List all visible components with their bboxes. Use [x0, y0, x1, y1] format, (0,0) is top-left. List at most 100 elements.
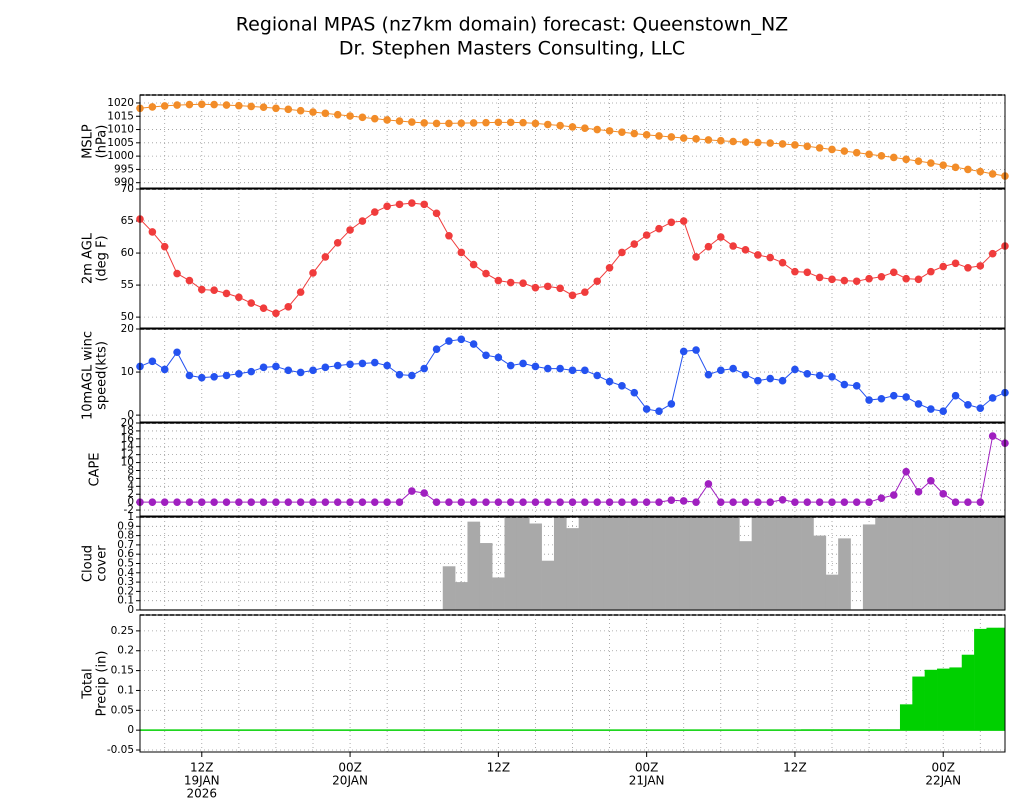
data-point	[197, 498, 206, 506]
y-tick-label: 2	[127, 488, 134, 500]
y-tick-label: 0.25	[111, 625, 134, 637]
data-point	[531, 362, 540, 371]
y-axis-label: (deg F)	[95, 235, 110, 281]
y-tick-label: 0	[127, 409, 134, 421]
data-point	[729, 242, 737, 250]
data-point	[642, 405, 651, 413]
data-point	[482, 269, 490, 278]
data-point	[185, 498, 194, 506]
bar	[628, 517, 641, 610]
bar	[887, 729, 901, 731]
y-tick-label: 995	[114, 163, 134, 175]
data-point	[667, 496, 676, 504]
bar	[862, 729, 876, 731]
data-point	[976, 167, 985, 176]
y-tick-label: -2	[124, 504, 134, 516]
data-point	[655, 132, 663, 140]
data-point	[964, 263, 972, 272]
data-point	[815, 371, 824, 380]
y-axis-label: CAPE	[88, 452, 103, 486]
data-point	[951, 259, 960, 268]
data-point	[519, 498, 527, 506]
data-point	[741, 138, 750, 146]
data-point	[432, 498, 441, 506]
bar	[998, 627, 1006, 731]
data-point	[852, 148, 861, 157]
data-point	[581, 124, 589, 133]
data-point	[408, 371, 416, 380]
data-point	[284, 366, 293, 375]
panel-frame	[139, 328, 1006, 423]
data-point	[321, 109, 330, 118]
data-point	[939, 407, 948, 416]
data-point	[865, 274, 873, 283]
bar	[875, 517, 888, 610]
bar	[714, 517, 728, 610]
data-point	[160, 102, 169, 110]
data-point	[272, 362, 280, 371]
data-point	[618, 248, 626, 257]
bar	[566, 528, 579, 610]
y-tick-label: 1	[127, 511, 134, 523]
x-tick-label: 12Z	[190, 761, 214, 775]
data-point	[185, 100, 194, 109]
y-tick-label: 14	[121, 441, 135, 453]
data-point	[754, 138, 762, 147]
data-point	[383, 498, 391, 506]
bar	[455, 582, 468, 610]
data-point	[889, 391, 898, 400]
data-point	[445, 498, 453, 506]
data-point	[902, 393, 910, 401]
data-point	[889, 491, 898, 499]
data-point	[531, 498, 540, 506]
y-tick-label: 0.1	[117, 684, 134, 696]
data-point	[296, 498, 305, 506]
data-point	[914, 275, 923, 284]
data-point	[754, 251, 762, 259]
y-tick-label: 0.6	[117, 548, 134, 560]
data-point	[482, 498, 490, 506]
data-point	[927, 159, 935, 167]
data-point	[778, 495, 787, 504]
y-tick-label: 990	[114, 177, 134, 189]
data-point	[395, 117, 404, 125]
bar	[751, 517, 765, 610]
bar	[504, 517, 518, 610]
data-point	[333, 498, 342, 506]
bar	[899, 517, 913, 610]
data-point	[865, 498, 873, 506]
y-tick-label: 10	[121, 366, 134, 378]
data-point	[593, 498, 602, 506]
data-point	[976, 262, 985, 270]
series-line	[140, 435, 1006, 503]
data-point	[333, 239, 342, 247]
data-point	[173, 498, 181, 506]
data-point	[395, 200, 404, 209]
y-tick-label: 20	[121, 417, 134, 429]
data-point	[988, 432, 997, 440]
data-point	[692, 346, 700, 354]
data-point	[395, 498, 404, 506]
bar	[689, 517, 703, 610]
data-point	[346, 112, 354, 120]
data-point	[247, 367, 256, 376]
data-point	[865, 396, 873, 404]
data-point	[358, 359, 367, 368]
data-point	[543, 364, 552, 373]
data-point	[828, 372, 836, 381]
y-tick-label: 0	[127, 604, 134, 616]
data-point	[222, 371, 231, 380]
bar	[665, 517, 678, 610]
data-point	[309, 366, 317, 375]
y-tick-label: 0.2	[117, 645, 134, 657]
data-point	[828, 145, 836, 154]
y-tick-label: 65	[121, 215, 134, 227]
bar	[838, 538, 851, 610]
data-point	[716, 498, 725, 506]
x-tick-label: 2026	[187, 787, 218, 801]
bar	[541, 560, 555, 610]
y-axis-label: Cloud	[81, 545, 96, 582]
data-point	[840, 147, 849, 155]
bar	[776, 517, 790, 610]
data-point	[284, 498, 293, 506]
